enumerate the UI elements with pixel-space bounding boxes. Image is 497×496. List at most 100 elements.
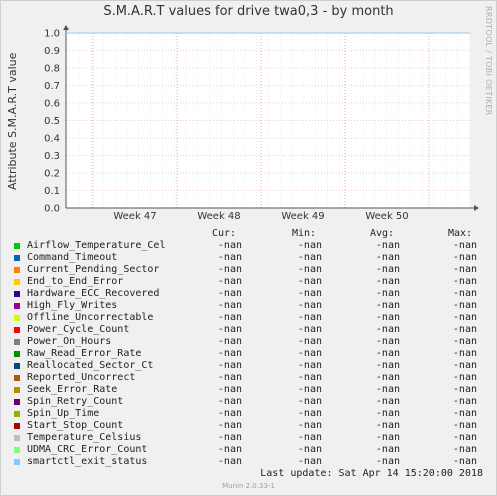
legend-value-cur: -nan: [217, 288, 242, 299]
legend-value-cur: -nan: [217, 264, 242, 275]
legend-value-max: -nan: [452, 384, 477, 395]
legend-value-min: -nan: [297, 396, 322, 407]
legend-value-avg: -nan: [375, 312, 400, 323]
legend-value-avg: -nan: [375, 384, 400, 395]
legend-row: Seek_Error_Rate -nan -nan -nan -nan: [0, 384, 497, 396]
legend-row: Hardware_ECC_Recovered -nan -nan -nan -nan: [0, 288, 497, 300]
y-tick-label: 0.9: [44, 46, 60, 57]
legend-row: Spin_Up_Time -nan -nan -nan -nan: [0, 408, 497, 420]
legend-series-name: End_to_End_Error: [27, 276, 124, 287]
legend-value-max: -nan: [452, 252, 477, 263]
legend-value-cur: -nan: [217, 240, 242, 251]
legend-value-max: -nan: [452, 420, 477, 431]
legend-series-name: Hardware_ECC_Recovered: [27, 288, 160, 299]
legend-swatch: [14, 459, 20, 465]
legend-swatch: [14, 339, 20, 345]
legend-swatch: [14, 291, 20, 297]
legend-row: Power_Cycle_Count -nan -nan -nan -nan: [0, 324, 497, 336]
legend-value-max: -nan: [452, 444, 477, 455]
plot-area: 0.0 0.1 0.2 0.3 0.4 0.5 0.6 0.7 0.8 0.9 1.0 Week 47…: [44, 25, 479, 222]
legend-value-min: -nan: [297, 444, 322, 455]
legend-header-cur: Cur:: [212, 228, 237, 239]
legend-value-min: -nan: [297, 408, 322, 419]
legend-value-max: -nan: [452, 396, 477, 407]
legend-swatch: [14, 411, 20, 417]
legend-value-avg: -nan: [375, 372, 400, 383]
legend-swatch: [14, 447, 20, 453]
legend-value-cur: -nan: [217, 360, 242, 371]
legend-value-min: -nan: [297, 312, 322, 323]
x-axis-arrow: [474, 205, 479, 211]
y-tick-label: 0.7: [44, 81, 60, 92]
legend-value-min: -nan: [297, 300, 322, 311]
legend-swatch: [14, 279, 20, 285]
legend-value-avg: -nan: [375, 324, 400, 335]
legend-value-min: -nan: [297, 360, 322, 371]
y-tick-label: 0.6: [44, 99, 60, 110]
legend-value-cur: -nan: [217, 432, 242, 443]
legend-value-avg: -nan: [375, 456, 400, 467]
legend-series-name: Airflow_Temperature_Cel: [27, 240, 166, 251]
legend-value-cur: -nan: [217, 324, 242, 335]
legend-value-min: -nan: [297, 276, 322, 287]
legend-value-min: -nan: [297, 252, 322, 263]
legend-series-name: Temperature_Celsius: [27, 432, 142, 443]
legend-row: Power_On_Hours -nan -nan -nan -nan: [0, 336, 497, 348]
legend-swatch: [14, 351, 20, 357]
legend-series-name: High_Fly_Writes: [27, 300, 118, 311]
legend-swatch: [14, 267, 20, 273]
legend-value-max: -nan: [452, 336, 477, 347]
legend-series-name: Spin_Retry_Count: [27, 396, 124, 407]
legend-value-max: -nan: [452, 456, 477, 467]
legend-value-avg: -nan: [375, 288, 400, 299]
legend-value-cur: -nan: [217, 336, 242, 347]
y-tick-label: 1.0: [44, 29, 60, 40]
y-tick-label: 0.4: [44, 134, 60, 145]
legend-value-min: -nan: [297, 372, 322, 383]
legend-value-avg: -nan: [375, 252, 400, 263]
legend-row: UDMA_CRC_Error_Count -nan -nan -nan -nan: [0, 444, 497, 456]
legend-row: Start_Stop_Count -nan -nan -nan -nan: [0, 420, 497, 432]
y-tick-label: 0.3: [44, 151, 60, 162]
legend-swatch: [14, 363, 20, 369]
legend-swatch: [14, 423, 20, 429]
legend-series-name: smartctl_exit_status: [27, 456, 148, 467]
legend-value-max: -nan: [452, 372, 477, 383]
legend-value-avg: -nan: [375, 300, 400, 311]
legend-header-avg: Avg:: [370, 228, 395, 239]
legend-value-avg: -nan: [375, 240, 400, 251]
legend-swatch: [14, 435, 20, 441]
legend-value-max: -nan: [452, 324, 477, 335]
legend-value-avg: -nan: [375, 444, 400, 455]
legend-value-min: -nan: [297, 336, 322, 347]
legend-value-min: -nan: [297, 384, 322, 395]
legend-value-avg: -nan: [375, 396, 400, 407]
legend-swatch: [14, 303, 20, 309]
legend-series-name: Current_Pending_Sector: [27, 264, 160, 275]
legend-value-min: -nan: [297, 432, 322, 443]
y-tick-label: 0.1: [44, 186, 60, 197]
legend-value-cur: -nan: [217, 312, 242, 323]
legend-series-name: Start_Stop_Count: [27, 420, 124, 431]
legend-value-max: -nan: [452, 300, 477, 311]
legend-swatch: [14, 387, 20, 393]
y-tick-label: 0.2: [44, 169, 60, 180]
legend-value-max: -nan: [452, 264, 477, 275]
legend-header-max: Max:: [448, 228, 473, 239]
legend-value-min: -nan: [297, 348, 322, 359]
legend-row: High_Fly_Writes -nan -nan -nan -nan: [0, 300, 497, 312]
legend-swatch: [14, 375, 20, 381]
legend-value-max: -nan: [452, 408, 477, 419]
legend-value-cur: -nan: [217, 252, 242, 263]
legend-series-name: Command_Timeout: [27, 252, 118, 263]
legend-value-cur: -nan: [217, 408, 242, 419]
legend-value-avg: -nan: [375, 432, 400, 443]
legend-header-min: Min:: [292, 228, 317, 239]
legend-value-cur: -nan: [217, 396, 242, 407]
legend-series-name: Reported_Uncorrect: [27, 372, 136, 383]
legend-row: Reallocated_Sector_Ct -nan -nan -nan -nan: [0, 360, 497, 372]
legend-swatch: [14, 327, 20, 333]
legend-value-min: -nan: [297, 264, 322, 275]
legend-value-min: -nan: [297, 288, 322, 299]
legend-value-max: -nan: [452, 348, 477, 359]
